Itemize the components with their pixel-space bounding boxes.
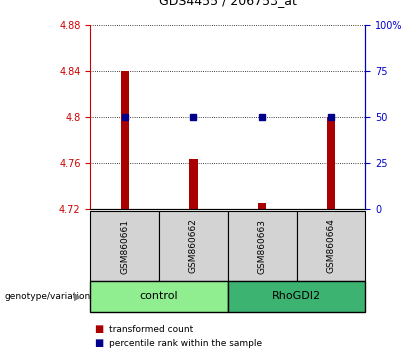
- FancyBboxPatch shape: [90, 281, 228, 312]
- Text: percentile rank within the sample: percentile rank within the sample: [109, 339, 262, 348]
- Text: control: control: [140, 291, 178, 302]
- FancyBboxPatch shape: [90, 211, 159, 281]
- Text: GSM860662: GSM860662: [189, 218, 198, 274]
- Text: genotype/variation: genotype/variation: [4, 292, 90, 301]
- Bar: [121, 71, 129, 209]
- Text: ■: ■: [94, 324, 104, 334]
- Bar: [258, 203, 266, 209]
- Text: GSM860663: GSM860663: [258, 218, 267, 274]
- Text: GSM860661: GSM860661: [120, 218, 129, 274]
- FancyBboxPatch shape: [159, 211, 228, 281]
- Bar: [327, 117, 335, 209]
- FancyBboxPatch shape: [297, 211, 365, 281]
- FancyBboxPatch shape: [228, 211, 297, 281]
- Text: GDS4455 / 206753_at: GDS4455 / 206753_at: [159, 0, 297, 7]
- Text: transformed count: transformed count: [109, 325, 194, 334]
- Text: GSM860664: GSM860664: [326, 218, 336, 274]
- FancyBboxPatch shape: [228, 281, 365, 312]
- Text: RhoGDI2: RhoGDI2: [272, 291, 321, 302]
- Text: ■: ■: [94, 338, 104, 348]
- Bar: [189, 159, 197, 209]
- Text: ▶: ▶: [74, 291, 81, 302]
